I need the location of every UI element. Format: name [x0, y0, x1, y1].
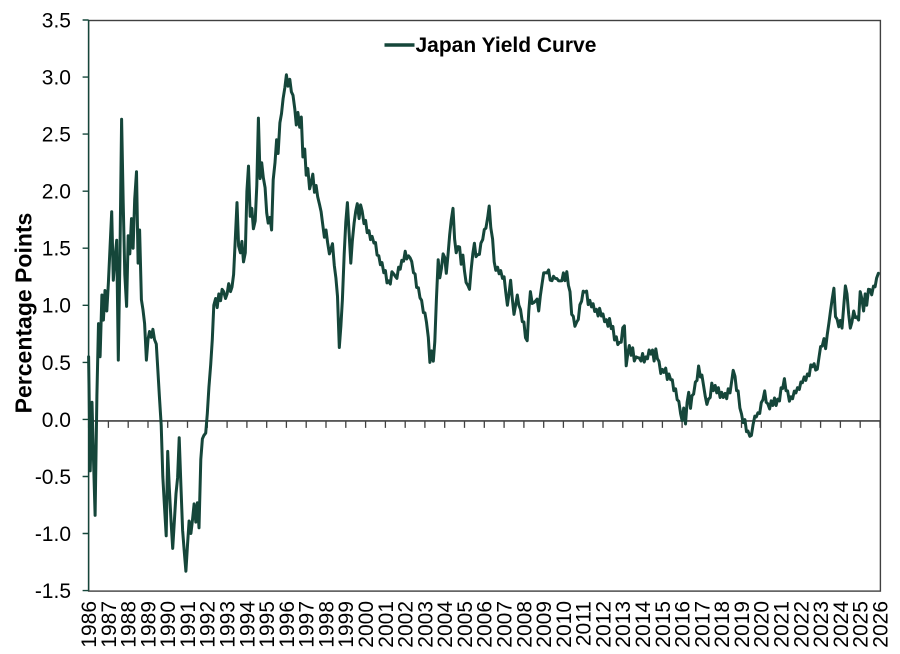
svg-text:2000: 2000	[355, 601, 378, 648]
svg-text:1997: 1997	[296, 601, 319, 648]
svg-text:Japan Yield Curve: Japan Yield Curve	[416, 34, 597, 57]
svg-text:1996: 1996	[276, 601, 299, 648]
svg-text:2005: 2005	[454, 601, 477, 648]
svg-text:1987: 1987	[98, 601, 121, 648]
svg-text:2007: 2007	[494, 601, 517, 648]
svg-text:2001: 2001	[375, 601, 398, 648]
svg-text:2023: 2023	[810, 601, 833, 648]
svg-text:2002: 2002	[395, 601, 418, 648]
svg-text:1988: 1988	[118, 601, 141, 648]
svg-text:2013: 2013	[612, 601, 635, 648]
svg-text:-1.0: -1.0	[35, 523, 71, 546]
svg-text:2016: 2016	[672, 601, 695, 648]
svg-text:-0.5: -0.5	[35, 466, 71, 489]
svg-text:2009: 2009	[533, 601, 556, 648]
svg-text:1993: 1993	[217, 601, 240, 648]
svg-text:1995: 1995	[256, 601, 279, 648]
svg-text:2015: 2015	[652, 601, 675, 648]
svg-text:-1.5: -1.5	[35, 580, 71, 603]
svg-text:2019: 2019	[731, 601, 754, 648]
svg-text:1.5: 1.5	[42, 238, 71, 261]
svg-text:1990: 1990	[157, 601, 180, 648]
svg-text:1992: 1992	[197, 601, 220, 648]
svg-text:2017: 2017	[691, 601, 714, 648]
svg-text:2.0: 2.0	[42, 181, 71, 204]
svg-text:0.5: 0.5	[42, 352, 71, 375]
svg-text:2021: 2021	[771, 601, 794, 648]
svg-text:1.0: 1.0	[42, 295, 71, 318]
svg-text:2024: 2024	[830, 601, 853, 648]
svg-text:2003: 2003	[414, 601, 437, 648]
svg-text:2025: 2025	[850, 601, 873, 648]
svg-text:1998: 1998	[315, 601, 338, 648]
svg-text:2.5: 2.5	[42, 124, 71, 147]
svg-text:2026: 2026	[869, 601, 892, 648]
svg-text:2018: 2018	[711, 601, 734, 648]
svg-text:1994: 1994	[236, 601, 259, 648]
svg-text:Percentage Points: Percentage Points	[11, 213, 37, 414]
svg-text:2011: 2011	[573, 601, 596, 646]
svg-text:1999: 1999	[335, 601, 358, 648]
svg-text:2004: 2004	[434, 601, 457, 648]
svg-text:2012: 2012	[592, 601, 615, 648]
svg-text:2010: 2010	[553, 601, 576, 648]
svg-text:0.0: 0.0	[42, 409, 71, 432]
svg-text:2014: 2014	[632, 601, 655, 648]
svg-text:1989: 1989	[137, 601, 160, 648]
svg-text:1986: 1986	[78, 601, 101, 648]
svg-text:2020: 2020	[751, 601, 774, 648]
svg-text:3.5: 3.5	[42, 9, 71, 32]
svg-text:1991: 1991	[177, 601, 200, 648]
svg-text:2008: 2008	[513, 601, 536, 648]
svg-text:3.0: 3.0	[42, 67, 71, 90]
svg-text:2006: 2006	[474, 601, 497, 648]
svg-text:2022: 2022	[790, 601, 813, 648]
